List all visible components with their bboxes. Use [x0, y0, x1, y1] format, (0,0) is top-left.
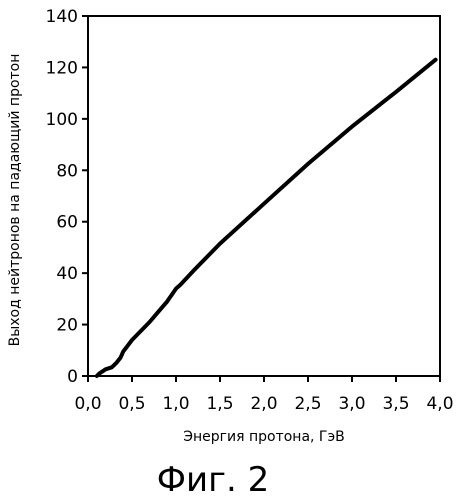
x-tick-label: 3,0 — [338, 394, 365, 414]
y-tick-label: 0 — [67, 367, 78, 387]
x-tick-label: 3,5 — [382, 394, 409, 414]
y-tick-label: 20 — [56, 316, 78, 336]
y-tick-label: 120 — [46, 58, 78, 78]
x-axis-title: Энергия протона, ГэВ — [183, 429, 345, 445]
y-tick-label: 140 — [46, 7, 78, 27]
x-tick-label: 2,5 — [294, 394, 321, 414]
ticks-layer: 0 20 40 60 80 100 120 140 0,0 0,5 1,0 1,5 2,0 2,5 3,0 3… — [46, 7, 454, 414]
series-layer — [97, 60, 436, 376]
plot-frame — [88, 16, 440, 376]
x-tick-label: 2,0 — [250, 394, 277, 414]
y-axis-title: Выход нейтронов на падающий протон — [7, 54, 23, 347]
figure-caption: Фиг. 2 — [157, 460, 269, 499]
x-tick-label: 0,5 — [118, 394, 145, 414]
y-tick-label: 80 — [56, 161, 78, 181]
x-tick-label: 4,0 — [426, 394, 453, 414]
series-line — [97, 60, 436, 376]
y-axis-title-group: Выход нейтронов на падающий протон — [7, 54, 23, 347]
x-tick-label: 1,5 — [206, 394, 233, 414]
y-tick-label: 60 — [56, 213, 78, 233]
x-tick-label: 1,0 — [162, 394, 189, 414]
y-tick-label: 100 — [46, 110, 78, 130]
x-tick-label: 0,0 — [74, 394, 101, 414]
y-tick-label: 40 — [56, 264, 78, 284]
